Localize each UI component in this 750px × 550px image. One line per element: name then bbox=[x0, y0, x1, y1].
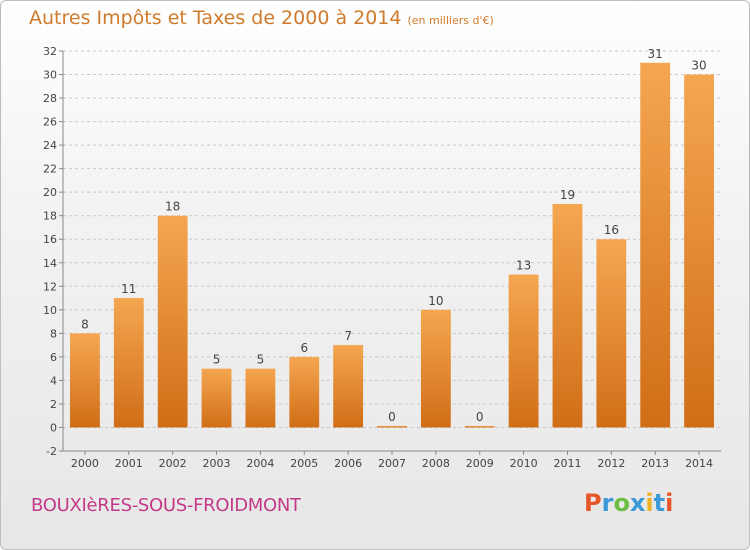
data-label: 5 bbox=[257, 353, 265, 367]
data-label: 11 bbox=[121, 282, 136, 296]
y-tick-label: 24 bbox=[43, 139, 57, 152]
data-label: 0 bbox=[476, 410, 484, 424]
chart-subtitle: (en milliers d'€) bbox=[407, 14, 494, 27]
bar bbox=[113, 298, 144, 428]
bar bbox=[289, 356, 320, 428]
bar bbox=[552, 203, 583, 428]
y-tick-label: 14 bbox=[43, 257, 57, 270]
data-label: 13 bbox=[516, 259, 531, 273]
data-label: 10 bbox=[428, 294, 443, 308]
data-label: 7 bbox=[344, 329, 352, 343]
y-tick-label: 30 bbox=[43, 69, 57, 82]
bar bbox=[201, 368, 232, 428]
bar bbox=[596, 239, 627, 428]
y-tick-label: 6 bbox=[50, 351, 57, 364]
bar bbox=[157, 215, 188, 428]
bar bbox=[333, 345, 364, 428]
data-label: 6 bbox=[300, 341, 308, 355]
x-tick-label: 2013 bbox=[641, 457, 669, 470]
logo-letter: i bbox=[665, 489, 674, 517]
y-tick-label: 22 bbox=[43, 163, 57, 176]
y-tick-label: 26 bbox=[43, 116, 57, 129]
bar bbox=[420, 309, 451, 428]
chart-title-text: Autres Impôts et Taxes de 2000 à 2014 bbox=[29, 7, 402, 29]
bar bbox=[464, 425, 495, 428]
y-tick-label: 18 bbox=[43, 210, 57, 223]
data-label: 30 bbox=[691, 59, 706, 73]
x-tick-label: 2001 bbox=[115, 457, 143, 470]
data-label: 16 bbox=[604, 223, 619, 237]
y-tick-label: 16 bbox=[43, 233, 57, 246]
data-label: 18 bbox=[165, 200, 180, 214]
y-tick-label: 20 bbox=[43, 186, 57, 199]
data-label: 31 bbox=[648, 47, 663, 61]
data-label: 0 bbox=[388, 410, 396, 424]
logo-letter: t bbox=[653, 489, 666, 517]
bar bbox=[640, 62, 671, 428]
x-tick-label: 2006 bbox=[334, 457, 362, 470]
x-tick-label: 2009 bbox=[466, 457, 494, 470]
y-tick-label: 10 bbox=[43, 304, 57, 317]
y-tick-label: 2 bbox=[50, 398, 57, 411]
y-tick-label: -2 bbox=[46, 445, 57, 458]
logo-letter: x bbox=[629, 489, 646, 517]
y-tick-label: 8 bbox=[50, 327, 57, 340]
data-label: 8 bbox=[81, 317, 89, 331]
x-tick-label: 2008 bbox=[422, 457, 450, 470]
x-tick-label: 2010 bbox=[510, 457, 538, 470]
data-label: 19 bbox=[560, 188, 575, 202]
bars bbox=[70, 62, 714, 428]
x-tick-label: 2011 bbox=[553, 457, 581, 470]
x-tick-label: 2004 bbox=[246, 457, 274, 470]
x-tick-label: 2000 bbox=[71, 457, 99, 470]
x-tick-label: 2003 bbox=[203, 457, 231, 470]
town-name: BOUXIèRES-SOUS-FROIDMONT bbox=[31, 495, 301, 516]
chart-title: Autres Impôts et Taxes de 2000 à 2014 (en… bbox=[29, 7, 494, 29]
bar bbox=[684, 74, 714, 428]
logo-letter: i bbox=[645, 489, 654, 517]
y-tick-label: 28 bbox=[43, 92, 57, 105]
y-tick-label: 12 bbox=[43, 280, 57, 293]
y-tick-label: 4 bbox=[50, 374, 57, 387]
bar bbox=[70, 333, 100, 428]
proxiti-logo: Proxiti bbox=[584, 489, 673, 517]
logo-letter: o bbox=[613, 489, 630, 517]
y-tick-label: 0 bbox=[50, 421, 57, 434]
x-tick-label: 2007 bbox=[378, 457, 406, 470]
bar bbox=[245, 368, 276, 428]
logo-letter: P bbox=[584, 489, 602, 517]
data-label: 5 bbox=[213, 353, 221, 367]
bar bbox=[377, 425, 407, 428]
data-labels: 8 11 18 5 5 6 7 0 10 0 13 19 16 31 30 bbox=[81, 47, 707, 424]
y-tick-label: 32 bbox=[43, 45, 57, 58]
x-tick-label: 2012 bbox=[597, 457, 625, 470]
x-tick-label: 2014 bbox=[685, 457, 713, 470]
x-tick-label: 2002 bbox=[159, 457, 187, 470]
x-tick-label: 2005 bbox=[290, 457, 318, 470]
logo-letter: r bbox=[601, 489, 614, 517]
bar bbox=[508, 274, 539, 428]
